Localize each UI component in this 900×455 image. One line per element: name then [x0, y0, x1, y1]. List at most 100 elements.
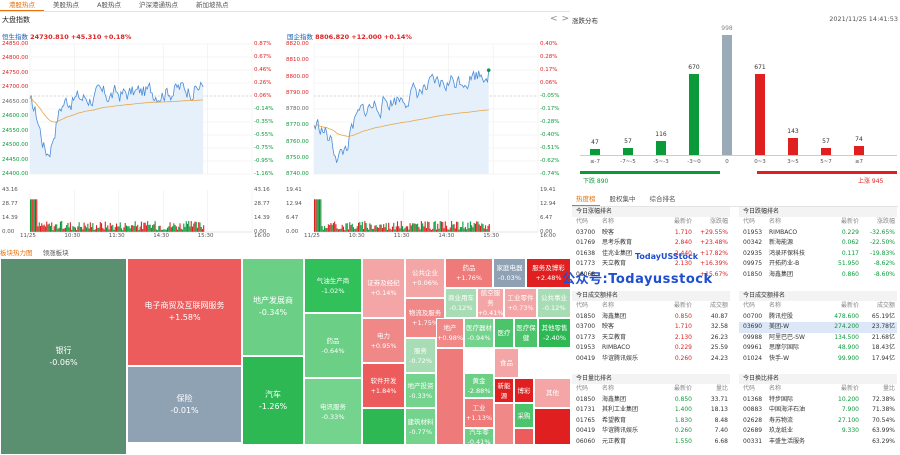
heatmap-tile[interactable]: 采购 — [514, 403, 534, 428]
heatmap-tile[interactable]: 其他零售 -2.40% — [538, 318, 571, 348]
tab-us[interactable]: 美股热点 — [53, 1, 79, 9]
column-header[interactable]: 涨跌幅 — [709, 218, 728, 225]
heatmap-tile[interactable]: 博彩 — [514, 378, 534, 403]
heatmap-tile[interactable]: 软件开发 +1.84% — [362, 363, 405, 408]
table-row[interactable]: 02689 玖龙纸业 9.330 63.99% — [739, 426, 897, 437]
table-row[interactable]: 02628 寿苏物流 27.100 70.54% — [739, 416, 897, 427]
table-row[interactable]: 02935 鸿录环保科技 0.117 -19.83% — [739, 249, 897, 260]
heatmap-tile[interactable]: 医疗 — [494, 318, 514, 348]
column-header[interactable]: 名称 — [602, 385, 615, 392]
heatmap-tile[interactable]: 电子商贸及互联网服务 +1.58% — [127, 258, 242, 366]
heatmap-tile[interactable]: 航空服务 +0.41% — [477, 288, 504, 318]
heatmap-tile[interactable]: 服务 -0.72% — [405, 338, 436, 373]
table-row[interactable]: 01850 海鑫集团 0.860 -8.60% — [739, 270, 897, 281]
heatmap-tile[interactable]: 服务及博彩 +2.48% — [526, 258, 571, 288]
heatmap-tile[interactable]: 公共企业 +0.06% — [405, 258, 445, 298]
distribution-bar[interactable] — [590, 149, 600, 155]
column-header[interactable]: 代码 — [743, 218, 756, 225]
column-header[interactable]: 最新价 — [673, 385, 692, 392]
column-header[interactable]: 名称 — [769, 385, 782, 392]
heatmap-tile[interactable]: 工业 +1.13% — [464, 398, 494, 428]
column-header[interactable]: 量比 — [715, 385, 728, 392]
table-row[interactable]: 01765 希望教育 1.830 8.48 — [572, 416, 730, 427]
table-row[interactable]: 01773 天立教育 2.130 26.23 — [572, 333, 730, 344]
distribution-bar[interactable] — [788, 137, 798, 155]
table-row[interactable]: 06060 元正教育 1.550 6.68 — [572, 437, 730, 448]
table-row[interactable]: 00700 腾讯控股 478.600 65.19亿 — [739, 312, 897, 323]
hscei-chart[interactable]: 8820.00 8810.00 8800.00 8790.00 8780.00 8770.… — [284, 40, 568, 240]
table-row[interactable]: 03700 映客 1.710 32.58 — [572, 322, 730, 333]
heatmap-tile[interactable]: 建筑材料 -0.77% — [405, 408, 436, 445]
table-row[interactable]: 06068 +15.67% — [572, 270, 730, 281]
distribution-bar[interactable] — [854, 146, 864, 155]
distribution-bar[interactable] — [656, 141, 666, 155]
heatmap-tile[interactable]: 药品 +1.76% — [445, 258, 493, 288]
table-row[interactable]: 09975 开拓药业-B 51.950 -8.62% — [739, 259, 897, 270]
column-header[interactable]: 名称 — [602, 218, 615, 225]
table-row[interactable]: 00342 新海能源 0.062 -22.50% — [739, 238, 897, 249]
column-header[interactable]: 代码 — [576, 385, 589, 392]
column-header[interactable]: 成交额 — [709, 302, 728, 309]
heatmap-tile[interactable]: 其他 — [534, 378, 571, 408]
prev-arrow-icon[interactable]: < — [550, 14, 562, 24]
column-header[interactable]: 名称 — [602, 302, 615, 309]
distribution-bar[interactable] — [755, 74, 765, 155]
tab-concentration[interactable]: 股权集中 — [609, 195, 636, 203]
column-header[interactable]: 最新价 — [840, 302, 859, 309]
table-row[interactable]: 01773 天立教育 2.130 +16.39% — [572, 259, 730, 270]
table-row[interactable]: 01953 RIMBACO 0.229 25.59 — [572, 343, 730, 354]
column-header[interactable]: 代码 — [743, 302, 756, 309]
heatmap-tile[interactable]: 工业零件 +0.73% — [504, 288, 537, 318]
column-header[interactable]: 名称 — [769, 302, 782, 309]
column-header[interactable]: 最新价 — [673, 302, 692, 309]
column-header[interactable]: 最新价 — [840, 385, 859, 392]
hscei-header[interactable]: 国企指数 8806.820 +12.000 +0.14% — [287, 31, 412, 41]
distribution-bar[interactable] — [623, 148, 633, 155]
column-header[interactable]: 代码 — [743, 385, 756, 392]
heatmap-tile[interactable]: 地产投资 -0.33% — [405, 373, 436, 408]
heatmap-tile[interactable]: 地产发展商 -0.34% — [242, 258, 304, 356]
heatmap-tile[interactable]: 保险 -0.01% — [127, 366, 242, 443]
distribution-bar[interactable] — [821, 148, 831, 155]
column-header[interactable]: 涨跌幅 — [876, 218, 895, 225]
hsi-header[interactable]: 恒生指数 24730.810 +45.310 +0.18% — [2, 31, 131, 41]
table-row[interactable]: 01024 快手-W 99.900 17.94亿 — [739, 354, 897, 365]
table-row[interactable]: 00419 华谊腾讯娱乐 0.260 24.23 — [572, 354, 730, 365]
heatmap-tile[interactable]: 电力 +0.95% — [362, 318, 405, 363]
heatmap-tile[interactable]: 银行 -0.06% — [0, 258, 127, 455]
table-row[interactable]: 01953 RIMBACO 0.229 -32.65% — [739, 228, 897, 239]
heatmap-tile[interactable]: 食品 — [494, 348, 519, 378]
tab-hk[interactable]: 港股热点 — [0, 0, 44, 11]
column-header[interactable]: 最新价 — [840, 218, 859, 225]
next-arrow-icon[interactable]: > — [561, 14, 574, 24]
heatmap-tile[interactable]: 证券及经纪 +0.14% — [362, 258, 405, 318]
distribution-bar[interactable] — [689, 74, 699, 155]
heatmap-tile[interactable]: 汽车零 -0.41% — [464, 428, 494, 445]
tab-sg[interactable]: 新加坡热点 — [195, 1, 229, 9]
heatmap-tile[interactable]: 医疗保健 — [514, 318, 538, 348]
tab-leading-sectors[interactable]: 领涨板块 — [42, 249, 69, 257]
tab-hot[interactable]: 热度榜 — [572, 193, 600, 206]
column-header[interactable]: 成交额 — [876, 302, 895, 309]
heatmap-tile[interactable]: 气油生产商 -1.02% — [304, 258, 362, 313]
distribution-bar[interactable] — [722, 35, 732, 155]
hsi-chart[interactable]: 24850.00 24800.00 24750.00 24700.00 24650.00… — [0, 40, 282, 240]
table-row[interactable]: 03690 美团-W 274.200 23.78亿 — [739, 322, 897, 333]
column-header[interactable]: 量比 — [882, 385, 895, 392]
heatmap-tile[interactable]: 药品 -0.64% — [304, 313, 362, 378]
heatmap-tile[interactable]: 商业用车 -0.12% — [445, 288, 477, 318]
table-row[interactable]: 03700 映客 1.710 +29.55% — [572, 228, 730, 239]
heatmap-tile[interactable]: 新能源 — [494, 378, 514, 403]
table-row[interactable]: 09988 阿里巴巴-SW 134.500 21.68亿 — [739, 333, 897, 344]
heatmap-tile[interactable]: 医疗器材 -0.94% — [464, 318, 494, 348]
heatmap-tile[interactable]: 家庭电器 -0.03% — [493, 258, 526, 288]
column-header[interactable]: 最新价 — [673, 218, 692, 225]
table-row[interactable]: 00883 中国海洋石油 7.900 71.38% — [739, 405, 897, 416]
heatmap-tile[interactable]: 黄金 -2.88% — [464, 373, 494, 398]
column-header[interactable]: 名称 — [769, 218, 782, 225]
tab-overall[interactable]: 综合排名 — [649, 195, 676, 203]
table-row[interactable]: 01638 佳兆业集团 2.440 +17.82% — [572, 249, 730, 260]
table-row[interactable]: 01769 思考乐教育 2.840 +23.48% — [572, 238, 730, 249]
column-header[interactable]: 代码 — [576, 302, 589, 309]
table-row[interactable]: 01850 海鑫集团 0.850 40.87 — [572, 312, 730, 323]
